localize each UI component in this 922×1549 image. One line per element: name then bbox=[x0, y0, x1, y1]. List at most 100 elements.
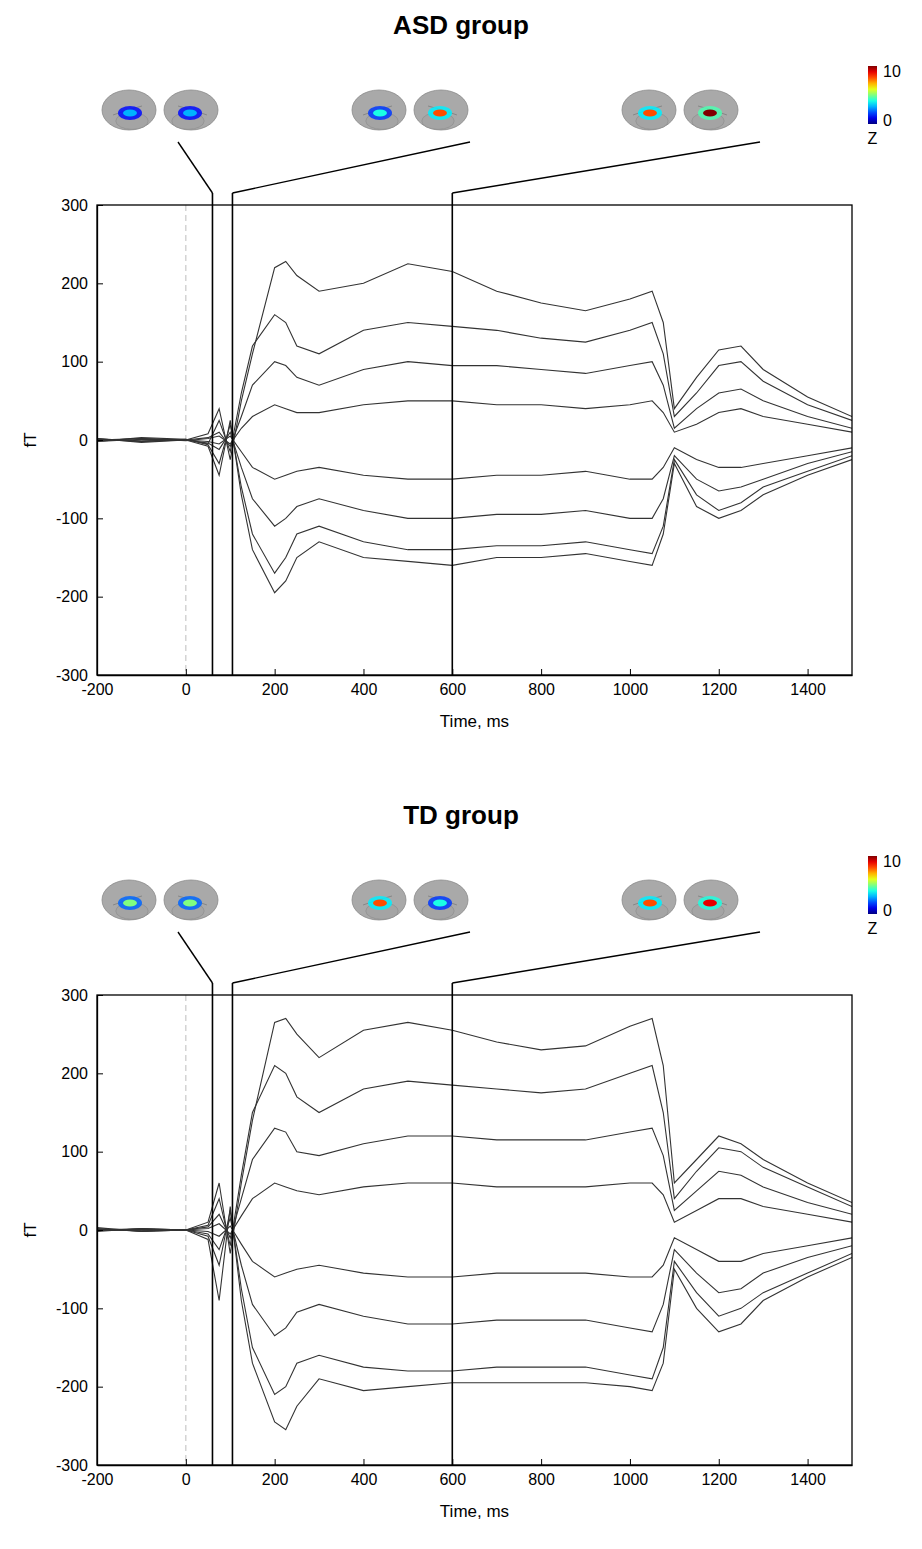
brain bbox=[414, 880, 468, 920]
brain bbox=[102, 880, 156, 920]
y-tick: 100 bbox=[61, 1143, 103, 1160]
y-axis: -300-200-1000100200300 bbox=[56, 197, 103, 684]
brain-surface bbox=[164, 880, 218, 920]
trace bbox=[97, 401, 852, 444]
trace bbox=[97, 436, 852, 479]
trace bbox=[97, 1183, 852, 1234]
x-tick-label: 1000 bbox=[613, 681, 649, 698]
activation-halo bbox=[698, 896, 722, 910]
activation-halo bbox=[118, 106, 142, 120]
y-tick-mark bbox=[97, 597, 103, 598]
x-axis-title: Time, ms bbox=[440, 712, 509, 731]
x-tick-mark bbox=[719, 669, 720, 675]
activation-halo bbox=[178, 896, 202, 910]
brain-surface bbox=[622, 90, 676, 130]
x-axis-line bbox=[98, 675, 853, 676]
colorbar bbox=[868, 66, 877, 124]
time-connector bbox=[452, 932, 760, 983]
x-tick-mark bbox=[275, 1459, 276, 1465]
y-tick-mark bbox=[97, 283, 103, 284]
x-tick-label: 1200 bbox=[701, 681, 737, 698]
x-tick-label: -200 bbox=[81, 681, 113, 698]
activation-halo bbox=[428, 896, 452, 910]
time-marker bbox=[232, 983, 234, 1465]
y-tick: 300 bbox=[61, 197, 103, 214]
x-tick-label: 200 bbox=[262, 681, 289, 698]
x-axis-line bbox=[98, 1465, 853, 1466]
x-tick: 200 bbox=[262, 1459, 289, 1488]
y-tick: -200 bbox=[56, 1378, 103, 1395]
y-tick: -300 bbox=[56, 667, 103, 684]
activation-peak bbox=[123, 900, 137, 907]
trace bbox=[97, 1066, 852, 1246]
colorbar-label: Z bbox=[868, 920, 878, 937]
y-tick-mark bbox=[97, 1308, 103, 1309]
x-tick-label: 200 bbox=[262, 1471, 289, 1488]
trace bbox=[97, 1128, 852, 1238]
brain bbox=[684, 880, 738, 920]
activation-peak bbox=[433, 900, 447, 907]
time-marker bbox=[232, 193, 234, 675]
y-tick-mark bbox=[97, 675, 103, 676]
time-marker bbox=[451, 983, 453, 1465]
x-tick-mark bbox=[186, 1459, 187, 1465]
trace bbox=[97, 362, 852, 447]
y-tick-label: 100 bbox=[61, 353, 88, 370]
x-tick: 1200 bbox=[701, 669, 737, 698]
activation-halo bbox=[428, 106, 452, 120]
title: ASD group bbox=[393, 10, 529, 40]
y-tick-label: 0 bbox=[79, 1222, 88, 1239]
trace bbox=[97, 1019, 852, 1254]
y-tick-mark bbox=[97, 518, 103, 519]
y-tick: 0 bbox=[79, 1222, 103, 1239]
trace bbox=[97, 432, 852, 526]
x-axis: -2000200400600800100012001400 bbox=[81, 1459, 852, 1488]
plot-frame bbox=[97, 995, 852, 1465]
y-tick: -100 bbox=[56, 510, 103, 527]
activation-peak bbox=[643, 110, 657, 117]
x-tick-label: 400 bbox=[351, 681, 378, 698]
figure: ASD group-2000200400600800100012001400-3… bbox=[0, 0, 922, 1549]
x-tick-label: 400 bbox=[351, 1471, 378, 1488]
brain-surface bbox=[164, 90, 218, 130]
plot-frame bbox=[97, 205, 852, 675]
x-tick-label: 600 bbox=[439, 1471, 466, 1488]
trace bbox=[97, 1218, 852, 1336]
time-connector bbox=[178, 142, 212, 193]
x-tick-mark bbox=[275, 669, 276, 675]
y-tick-mark bbox=[97, 205, 103, 206]
y-tick-label: -100 bbox=[56, 1300, 88, 1317]
time-marker bbox=[212, 983, 214, 1465]
y-axis: -300-200-1000100200300 bbox=[56, 987, 103, 1474]
y-axis-title: fT bbox=[21, 1222, 40, 1237]
activation-peak bbox=[183, 900, 197, 907]
x-tick-label: -200 bbox=[81, 1471, 113, 1488]
y-tick-label: -200 bbox=[56, 588, 88, 605]
brain bbox=[164, 90, 218, 130]
trace bbox=[97, 261, 852, 459]
x-tick-mark bbox=[541, 669, 542, 675]
trace bbox=[97, 1210, 852, 1394]
y-tick-label: -200 bbox=[56, 1378, 88, 1395]
activation-peak bbox=[373, 900, 387, 907]
y-tick-label: 0 bbox=[79, 432, 88, 449]
activation-peak bbox=[373, 110, 387, 117]
activation-peak bbox=[703, 900, 717, 907]
activation-halo bbox=[638, 106, 662, 120]
x-tick-mark bbox=[541, 1459, 542, 1465]
activation-halo bbox=[368, 106, 392, 120]
y-tick: 300 bbox=[61, 987, 103, 1004]
x-tick-label: 800 bbox=[528, 681, 555, 698]
x-axis: -2000200400600800100012001400 bbox=[81, 669, 852, 698]
brain-surface bbox=[622, 880, 676, 920]
time-marker bbox=[451, 193, 453, 675]
y-tick: -200 bbox=[56, 588, 103, 605]
y-tick-label: 300 bbox=[61, 987, 88, 1004]
y-axis-title: fT bbox=[21, 432, 40, 447]
brain bbox=[414, 90, 468, 130]
y-tick-mark bbox=[97, 1230, 103, 1231]
y-tick-mark bbox=[97, 1073, 103, 1074]
x-tick: 0 bbox=[182, 669, 191, 698]
x-tick: 1200 bbox=[701, 1459, 737, 1488]
x-tick-mark bbox=[630, 669, 631, 675]
